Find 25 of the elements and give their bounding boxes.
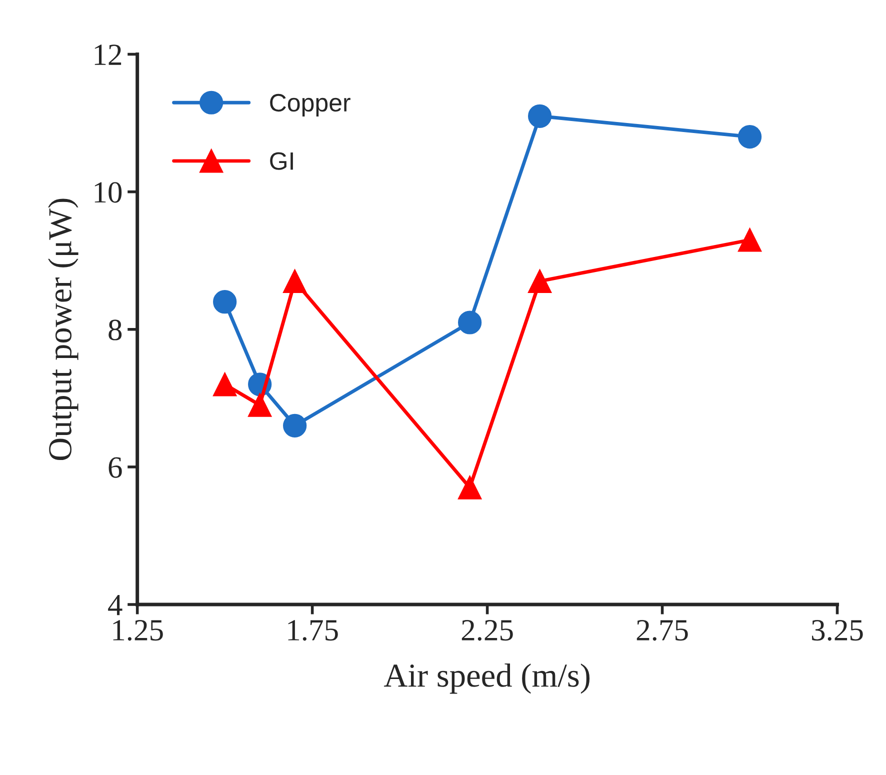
point bbox=[213, 290, 237, 314]
x-tick-label: 1.25 bbox=[113, 620, 163, 641]
legend-label: GI bbox=[270, 152, 293, 170]
point bbox=[213, 372, 237, 396]
y-tick-label: 6 bbox=[108, 457, 122, 478]
x-tick-label: 1.75 bbox=[288, 620, 338, 641]
y-tick-label: 8 bbox=[108, 320, 122, 340]
x-tick-label: 2.75 bbox=[636, 620, 688, 641]
point bbox=[283, 269, 307, 294]
x-axis-title: Air speed (m/s) bbox=[384, 663, 590, 694]
point bbox=[738, 228, 762, 252]
point bbox=[458, 310, 482, 334]
y-tick-label: 10 bbox=[94, 182, 122, 203]
x-tick-label: 2.25 bbox=[462, 620, 513, 641]
point bbox=[528, 269, 552, 294]
x-tick-label: 3.25 bbox=[812, 620, 863, 641]
point bbox=[248, 393, 272, 417]
point bbox=[458, 476, 482, 500]
point bbox=[283, 414, 307, 438]
y-tick-label: 12 bbox=[94, 44, 122, 65]
legend-label: Copper bbox=[270, 94, 350, 117]
y-tick-label: 4 bbox=[108, 594, 122, 616]
y-axis-title: Output power (μW) bbox=[48, 198, 78, 460]
point bbox=[528, 104, 552, 128]
point bbox=[738, 124, 762, 149]
